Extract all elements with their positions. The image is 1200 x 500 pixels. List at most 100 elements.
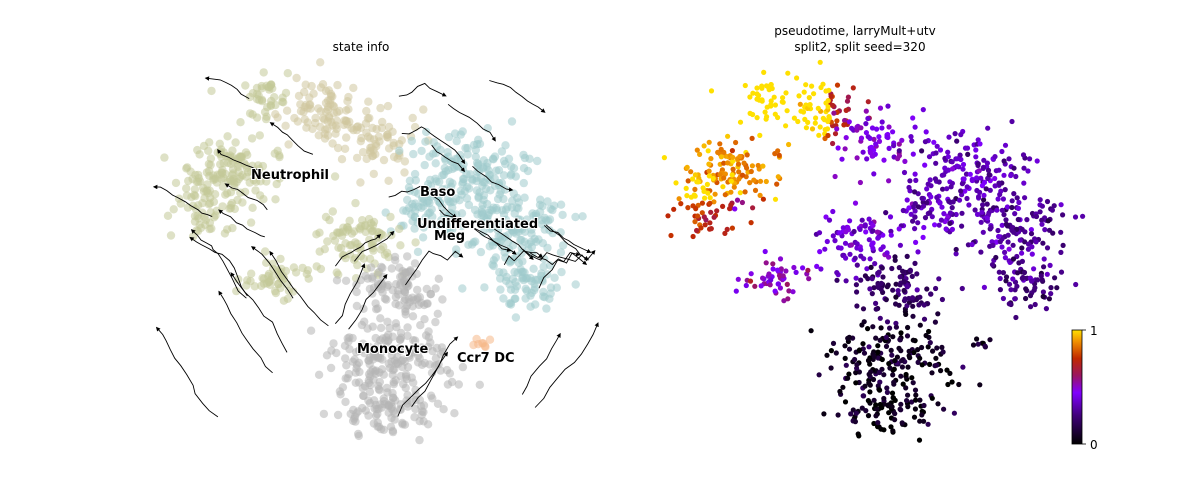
pseudotime-point: [978, 219, 984, 225]
pseudotime-point: [748, 271, 754, 277]
cell-point: [421, 137, 430, 146]
pseudotime-point: [984, 201, 990, 207]
cell-point: [383, 388, 392, 397]
pseudotime-point: [964, 184, 970, 190]
pseudotime-point: [987, 187, 993, 193]
cluster-labels: Neutrophil Baso Undifferentiated Meg Mon…: [250, 167, 539, 367]
pseudotime-point: [1022, 239, 1028, 245]
cell-point: [256, 177, 265, 186]
pseudotime-point: [911, 414, 918, 420]
pseudotime-point: [852, 419, 859, 425]
cell-point: [303, 266, 313, 275]
cell-point: [485, 335, 495, 344]
pseudotime-point: [1002, 187, 1008, 193]
pseudotime-point: [975, 341, 981, 347]
cell-point: [183, 203, 193, 212]
pseudotime-panel: pseudotime, larryMult+utv split2, split …: [661, 24, 1098, 452]
cell-point: [431, 284, 440, 293]
cell-point: [442, 184, 451, 193]
pseudotime-point: [933, 355, 939, 361]
cell-point: [420, 315, 429, 324]
pseudotime-point: [922, 139, 929, 145]
pseudotime-point: [846, 346, 853, 352]
pseudotime-point: [859, 217, 865, 223]
cell-point: [472, 186, 482, 195]
cell-point: [275, 151, 284, 160]
cell-point: [404, 183, 414, 192]
pseudotime-point: [978, 249, 984, 255]
pseudotime-point: [690, 233, 696, 240]
pseudotime-point: [852, 356, 858, 363]
pseudotime-point: [920, 107, 926, 113]
pseudotime-point: [692, 219, 698, 225]
pseudotime-point: [907, 267, 914, 273]
cell-point: [396, 346, 405, 355]
cell-point: [342, 106, 351, 115]
pseudotime-point: [938, 217, 945, 223]
pseudotime-point: [750, 90, 756, 96]
pseudotime-point: [739, 172, 746, 178]
pseudotime-point: [1032, 285, 1038, 291]
cell-point: [529, 264, 538, 273]
pseudotime-point: [814, 263, 820, 269]
pseudotime-point: [941, 211, 947, 217]
pseudotime-point: [892, 411, 898, 417]
pseudotime-point: [913, 239, 919, 245]
cell-point: [463, 143, 472, 153]
velocity-streamline: [250, 246, 294, 299]
cell-point: [403, 331, 412, 341]
pseudotime-point: [909, 295, 916, 301]
velocity-streamline: [398, 82, 447, 97]
cell-point: [352, 301, 362, 311]
cell-point: [430, 220, 439, 229]
pseudotime-point: [909, 273, 915, 279]
cell-point: [378, 117, 387, 127]
pseudotime-point: [919, 344, 925, 351]
pseudotime-point: [860, 306, 867, 312]
pseudotime-point: [756, 97, 762, 103]
cell-point: [397, 136, 406, 145]
pseudotime-point: [728, 178, 734, 184]
cell-point: [407, 210, 416, 219]
cell-point: [357, 320, 367, 330]
pseudotime-point: [992, 154, 998, 160]
pseudotime-point: [888, 232, 894, 238]
cell-point: [319, 409, 329, 419]
pseudotime-point: [909, 375, 915, 381]
pseudotime-point: [917, 355, 923, 361]
pseudotime-point: [962, 188, 968, 194]
pseudotime-point: [858, 253, 864, 259]
pseudotime-point: [671, 206, 677, 212]
pseudotime-point: [705, 190, 711, 196]
cell-point: [471, 152, 480, 161]
pseudotime-point: [710, 175, 716, 182]
pseudotime-point: [945, 154, 951, 160]
pseudotime-point: [959, 210, 965, 216]
cell-point: [255, 131, 264, 140]
pseudotime-point: [766, 271, 772, 277]
pseudotime-point: [701, 143, 707, 149]
velocity-panel: state info Neutrophil Baso Undifferentia…: [152, 40, 599, 445]
cell-point: [497, 147, 507, 156]
pseudotime-point: [752, 283, 758, 289]
pseudotime-point: [897, 282, 903, 288]
pseudotime-point: [952, 131, 958, 137]
cell-point: [169, 205, 178, 214]
cell-point: [546, 289, 555, 298]
pseudotime-point: [755, 162, 761, 169]
pseudotime-point: [912, 201, 918, 207]
pseudotime-point: [889, 352, 895, 358]
pseudotime-point: [737, 190, 743, 196]
cell-point: [361, 220, 370, 230]
cell-point: [379, 242, 388, 252]
cell-point: [366, 367, 375, 376]
pseudotime-point: [986, 172, 992, 178]
pseudotime-point: [731, 184, 737, 190]
pseudotime-point: [1015, 216, 1021, 223]
pseudotime-point: [964, 195, 970, 202]
cell-point: [454, 380, 463, 389]
cell-point: [382, 295, 391, 304]
cell-point: [462, 194, 472, 203]
cell-point: [316, 58, 325, 67]
pseudotime-point: [698, 225, 704, 231]
